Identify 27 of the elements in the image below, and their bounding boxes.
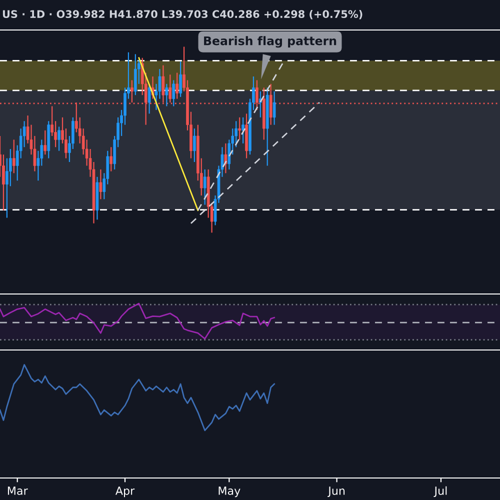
x-tick-label: Apr	[115, 486, 135, 498]
candlestick	[58, 126, 60, 152]
candlestick	[269, 83, 272, 126]
candlestick	[179, 61, 182, 98]
candlestick	[193, 128, 196, 163]
candlestick	[130, 80, 134, 104]
candlestick	[224, 142, 228, 174]
x-tick-label: Mar	[8, 486, 28, 495]
candlestick	[168, 74, 172, 104]
candlestick	[203, 168, 206, 206]
candlestick	[12, 139, 16, 174]
chart-title: US · 1D · O39.982 H41.870 L39.703 C40.286 +0.298 (+0.75%)	[2, 10, 362, 20]
candlestick	[176, 72, 179, 100]
x-tick-label: Jun	[328, 486, 345, 497]
candlestick	[172, 80, 176, 107]
candlestick	[272, 90, 276, 126]
candlestick	[242, 116, 244, 144]
candlestick	[165, 83, 168, 107]
candlestick	[134, 54, 137, 96]
candlestick	[99, 168, 102, 200]
x-tick-label: Jul	[434, 486, 447, 497]
candlestick	[238, 116, 242, 140]
candlestick	[44, 130, 47, 156]
x-tick-label: May	[218, 486, 240, 498]
candlestick	[148, 83, 151, 114]
candlestick	[110, 146, 113, 172]
annotation: Bearish flag pattern	[204, 36, 336, 48]
